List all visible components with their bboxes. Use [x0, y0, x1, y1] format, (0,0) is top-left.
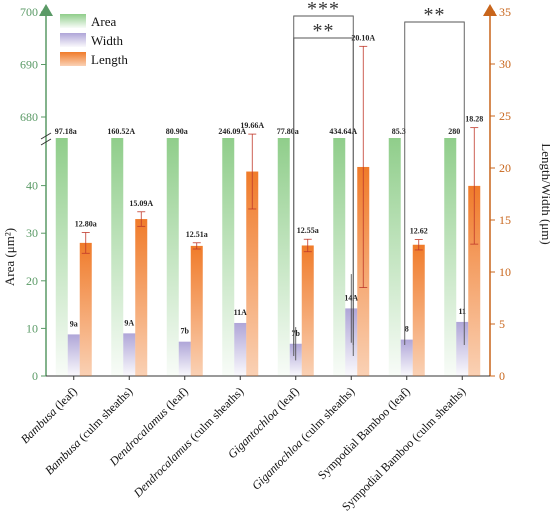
width-data-label: 9a: [70, 319, 78, 328]
legend-swatch-width: [60, 33, 86, 47]
right-tick-label: 15: [499, 213, 511, 227]
category-label-part: (culm sheaths): [296, 384, 358, 446]
right-axis-title: Length/Width (μm): [539, 143, 550, 244]
category-label-part: Gigantochloa: [249, 436, 306, 493]
category-label: Dendrocalamus (culm sheaths): [130, 384, 246, 500]
right-tick-label: 0: [499, 369, 505, 383]
width-bar: [178, 341, 191, 376]
left-tick-label: 690: [20, 58, 38, 72]
area-bar: [388, 138, 401, 376]
category-label-part: (leaf): [271, 384, 301, 414]
width-bar: [123, 333, 136, 376]
axis-break-mark: [40, 132, 52, 140]
length-bar: [190, 245, 203, 376]
width-bar: [456, 321, 469, 376]
width-data-label: 8: [405, 325, 409, 334]
length-bar: [79, 242, 92, 376]
length-bar: [468, 185, 481, 376]
area-bar: [111, 138, 124, 376]
left-tick-label: 680: [20, 110, 38, 124]
right-tick-label: 10: [499, 265, 511, 279]
significance-label: **: [313, 20, 335, 42]
legend-label-width: Width: [91, 33, 123, 48]
area-data-label: 246.09A: [218, 127, 246, 136]
legend-swatch-length: [60, 52, 86, 66]
width-bar: [67, 334, 80, 376]
significance-label: **: [424, 4, 446, 26]
category-label-part: Sympodial Bamboo (leaf): [315, 384, 413, 482]
category-label-part: Bambusa: [18, 405, 59, 446]
left-tick-label: 20: [26, 274, 38, 288]
length-data-label: 18.28: [465, 115, 483, 124]
category-label-part: Dendrocalamus: [130, 436, 195, 501]
left-tick-label: 30: [26, 226, 38, 240]
area-bar: [444, 138, 457, 376]
right-tick-label: 20: [499, 161, 511, 175]
area-bar: [333, 138, 346, 376]
left-tick-label: 0: [32, 369, 38, 383]
length-data-label: 12.62: [410, 227, 428, 236]
width-bar: [400, 339, 413, 376]
length-bar: [412, 244, 425, 376]
significance-label: ***: [307, 0, 340, 20]
length-bar: [246, 171, 259, 376]
left-tick-label: 10: [26, 321, 38, 335]
left-axis-title: Area (μm²): [2, 228, 17, 286]
width-data-label: 7b: [181, 327, 190, 336]
length-data-label: 12.55a: [297, 226, 319, 235]
area-data-label: 85.3: [392, 127, 406, 136]
area-bar: [55, 138, 68, 376]
length-data-label: 15.09A: [129, 199, 153, 208]
right-tick-label: 25: [499, 109, 511, 123]
length-data-label: 19.66A: [240, 121, 264, 130]
width-data-label: 9A: [124, 318, 134, 327]
area-data-label: 434.64A: [329, 127, 357, 136]
category-label-part: (leaf): [160, 384, 190, 414]
category-label-part: (culm sheaths): [185, 384, 247, 446]
area-data-label: 80.90a: [166, 127, 188, 136]
significance-bracket: [404, 21, 465, 345]
category-label-part: Sympodial Bamboo (culm sheaths): [339, 384, 468, 513]
legend: Area Width Length: [60, 14, 128, 67]
legend-label-length: Length: [91, 52, 128, 67]
legend-label-area: Area: [91, 14, 116, 29]
legend-swatch-area: [60, 14, 86, 28]
category-label: Bambusa (leaf): [18, 384, 80, 446]
length-data-label: 12.51a: [186, 230, 208, 239]
area-data-label: 97.18a: [55, 127, 77, 136]
area-bar: [277, 138, 290, 376]
width-data-label: 7b: [292, 329, 301, 338]
length-bar: [301, 245, 314, 376]
category-label-part: Bambusa: [42, 436, 83, 477]
category-label-part: (culm sheaths): [74, 384, 136, 446]
area-bar: [222, 138, 235, 376]
right-axis-arrow: [483, 4, 497, 16]
area-data-label: 160.52A: [107, 127, 135, 136]
length-data-label: 12.80a: [75, 219, 97, 228]
left-tick-label: 40: [26, 179, 38, 193]
right-tick-label: 30: [499, 57, 511, 71]
area-data-label: 77.80a: [277, 127, 299, 136]
width-data-label: 14A: [344, 293, 358, 302]
category-label-part: Gigantochloa: [225, 405, 282, 462]
width-data-label: 11A: [234, 308, 248, 317]
right-tick-label: 35: [499, 5, 511, 19]
category-label-part: (leaf): [49, 384, 79, 414]
left-tick-label: 700: [20, 5, 38, 19]
category-label: Gigantochloa (culm sheaths): [249, 384, 357, 492]
width-bar: [234, 322, 247, 376]
length-data-label: 20.10A: [351, 33, 375, 42]
length-bar: [135, 219, 148, 376]
significance-bracket: [293, 37, 354, 356]
category-label: Sympodial Bamboo (culm sheaths): [339, 384, 468, 513]
category-label: Sympodial Bamboo (leaf): [315, 384, 413, 482]
area-bar: [166, 138, 179, 376]
area-data-label: 280: [448, 127, 460, 136]
axis-break-mark: [40, 138, 52, 146]
right-tick-label: 5: [499, 317, 505, 331]
width-data-label: 11: [458, 307, 466, 316]
left-axis-arrow: [39, 4, 53, 16]
